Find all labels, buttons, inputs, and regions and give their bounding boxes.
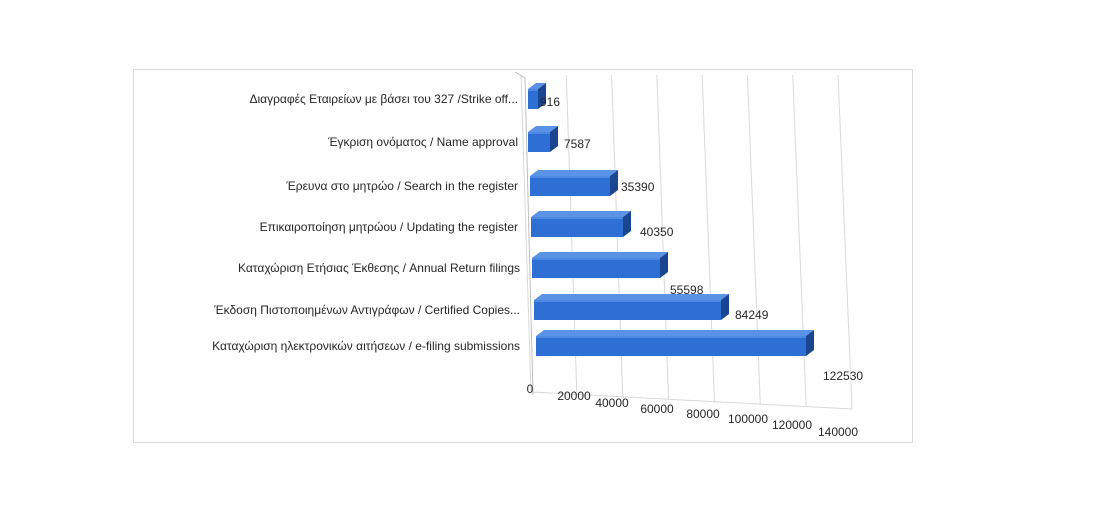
axis-floor-line	[530, 391, 853, 410]
value-label: 916	[540, 95, 560, 109]
bar	[536, 330, 814, 356]
category-label: Έκδοση Πιστοποιημένων Αντιγράφων / Certi…	[213, 303, 520, 317]
bar	[530, 170, 618, 196]
gridline	[520, 74, 532, 393]
category-label: Έγκριση ονόματος / Name approval	[327, 135, 518, 149]
bar	[532, 252, 668, 278]
x-tick-label: 40000	[595, 396, 629, 410]
gridline	[792, 74, 807, 407]
x-tick-label: 140000	[818, 425, 858, 439]
grid-layer	[514, 71, 853, 410]
x-tick-label: 60000	[640, 402, 674, 416]
x-tick-label: 0	[527, 382, 534, 396]
value-label: 7587	[564, 137, 591, 151]
axis-wall-line	[514, 71, 534, 396]
bar	[534, 294, 729, 320]
gridline	[837, 74, 853, 410]
bar	[528, 126, 558, 152]
category-label: Διαγραφές Εταιρείων με βάσει του 327 /St…	[249, 92, 518, 106]
category-label: Επικαιροποίηση μητρώου / Updating the re…	[260, 220, 518, 234]
category-label: Καταχώριση Ετήσιας Έκθεσης / Annual Retu…	[238, 261, 520, 275]
bar	[528, 83, 546, 109]
bar	[531, 211, 631, 237]
category-label: Καταχώριση ηλεκτρονικών αιτήσεων / e-fil…	[212, 339, 520, 353]
value-label: 122530	[823, 369, 863, 383]
value-label: 35390	[621, 180, 655, 194]
bar-layer	[528, 83, 814, 356]
x-tick-label: 100000	[728, 412, 768, 426]
category-label: Έρευνα στο μητρώο / Search in the regist…	[285, 179, 518, 193]
x-tick-label: 80000	[686, 407, 720, 421]
value-label: 84249	[735, 308, 769, 322]
label-layer: 0 20000 40000 60000 80000 100000 120000 140000 Δ…	[212, 92, 863, 439]
value-label: 40350	[640, 225, 674, 239]
x-tick-label: 120000	[772, 418, 812, 432]
value-label: 55598	[670, 283, 704, 297]
x-tick-label: 20000	[557, 389, 591, 403]
